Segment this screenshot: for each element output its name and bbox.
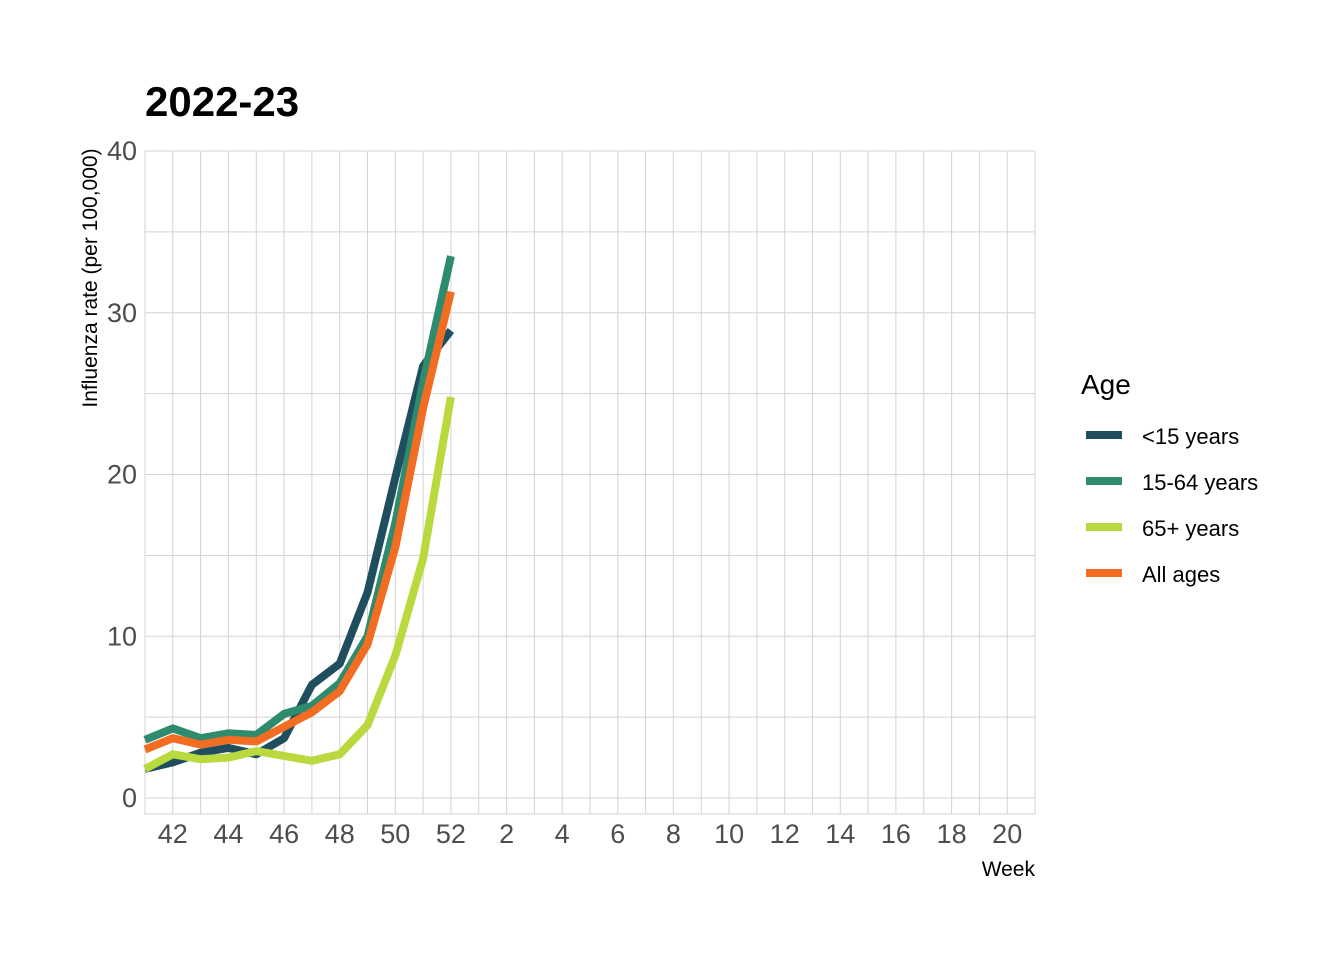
x-tick-label: 20 — [992, 819, 1022, 849]
legend-label: 15-64 years — [1142, 470, 1258, 495]
x-tick-label: 42 — [158, 819, 188, 849]
legend-label: All ages — [1142, 562, 1220, 587]
x-tick-label: 44 — [213, 819, 243, 849]
chart-title: 2022-23 — [145, 78, 299, 125]
x-tick-label: 12 — [770, 819, 800, 849]
legend: Age <15 years 15-64 years 65+ years All age… — [1081, 369, 1258, 587]
x-tick-label: 4 — [555, 819, 570, 849]
y-tick-label: 40 — [107, 136, 137, 166]
x-tick-label: 10 — [714, 819, 744, 849]
series-line — [144, 328, 455, 773]
x-tick-label: 2 — [499, 819, 514, 849]
x-tick-label: 46 — [269, 819, 299, 849]
x-tick-label: 8 — [666, 819, 681, 849]
x-tick-label: 18 — [937, 819, 967, 849]
series-line — [143, 396, 455, 773]
legend-label: 65+ years — [1142, 516, 1239, 541]
x-axis-label: Week — [982, 858, 1036, 881]
x-tick-label: 6 — [610, 819, 625, 849]
y-tick-label: 10 — [107, 621, 137, 651]
legend-title: Age — [1081, 369, 1131, 400]
y-tick-label: 20 — [107, 460, 137, 490]
y-tick-label: 0 — [122, 783, 137, 813]
series-line — [143, 290, 455, 754]
series-line — [143, 255, 455, 744]
series-lines — [143, 255, 455, 773]
x-tick-label: 14 — [825, 819, 855, 849]
y-tick-label: 30 — [107, 298, 137, 328]
x-tick-label: 16 — [881, 819, 911, 849]
x-tick-label: 48 — [325, 819, 355, 849]
x-tick-label: 50 — [380, 819, 410, 849]
legend-label: <15 years — [1142, 424, 1239, 449]
x-tick-label: 52 — [436, 819, 466, 849]
y-axis-label: Influenza rate (per 100,000) — [79, 148, 102, 407]
